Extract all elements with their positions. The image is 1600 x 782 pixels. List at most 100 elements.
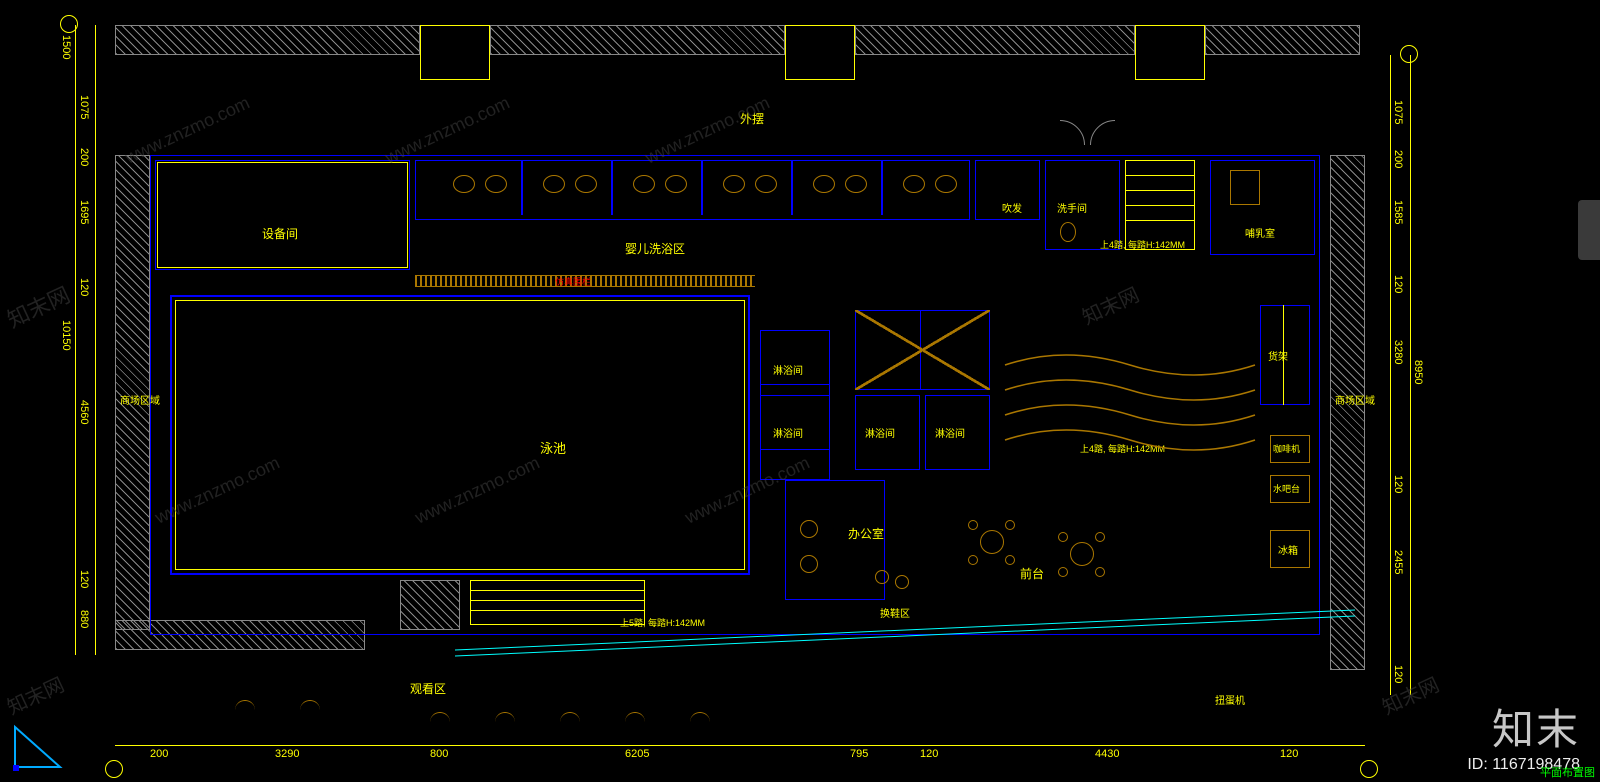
label-nursing: 哺乳室 xyxy=(1245,225,1275,240)
label-viewing: 观看区 xyxy=(410,680,446,697)
basin-div-5 xyxy=(881,160,883,215)
grid-bubble-bl xyxy=(105,760,123,778)
chair-1c xyxy=(968,555,978,565)
green-footer: 平面布置图 xyxy=(1540,764,1595,780)
label-coffee: 咖啡机 xyxy=(1273,442,1300,455)
dim-l-880: 880 xyxy=(78,610,90,628)
hatch-top-right xyxy=(1205,25,1360,55)
basin-11 xyxy=(903,175,925,193)
brand-logo: 知末 xyxy=(1492,696,1580,757)
label-shower1: 淋浴间 xyxy=(773,362,803,377)
basin-4 xyxy=(575,175,597,193)
basin-10 xyxy=(845,175,867,193)
label-shower4: 淋浴间 xyxy=(935,425,965,440)
dim-b-200: 200 xyxy=(150,748,168,760)
dim-l-4560: 4560 xyxy=(78,400,90,424)
label-reception: 前台 xyxy=(1020,565,1044,582)
ucs-icon xyxy=(10,717,70,772)
nursing-fixture xyxy=(1230,170,1260,205)
label-fence: 仿真围栏 xyxy=(555,275,591,288)
dim-b-795: 795 xyxy=(850,748,868,760)
wavy-shelves xyxy=(1000,340,1260,470)
side-tab[interactable] xyxy=(1578,200,1600,260)
dim-r-120c: 120 xyxy=(1392,665,1404,683)
dim-l-1075: 1075 xyxy=(78,95,90,119)
view-chair-2 xyxy=(300,700,320,720)
column-top-2 xyxy=(785,25,855,80)
label-office: 办公室 xyxy=(848,525,884,542)
chair-2a xyxy=(1058,532,1068,542)
dim-right-line-2 xyxy=(1410,55,1411,695)
office-chair-2 xyxy=(800,555,818,573)
label-gashapon: 扭蛋机 xyxy=(1215,692,1245,707)
grid-bubble-tr xyxy=(1400,45,1418,63)
chair-1a xyxy=(968,520,978,530)
basin-div-1 xyxy=(521,160,523,215)
stairs-bottom xyxy=(470,580,645,625)
dim-b-3290: 3290 xyxy=(275,748,299,760)
label-shower3: 淋浴间 xyxy=(865,425,895,440)
basin-1 xyxy=(453,175,475,193)
dim-b-120: 120 xyxy=(920,748,938,760)
view-chair-1 xyxy=(235,700,255,720)
dim-l-10150: 10150 xyxy=(60,320,72,351)
column-top-3 xyxy=(1135,25,1205,80)
grid-bubble-br xyxy=(1360,760,1378,778)
watermark-cn-4: 知末网 xyxy=(2,669,69,721)
dim-l-1500: 1500 xyxy=(60,35,72,59)
label-washroom: 洗手间 xyxy=(1057,200,1087,215)
view-chair-7 xyxy=(690,712,710,732)
basin-12 xyxy=(935,175,957,193)
dim-r-3280: 3280 xyxy=(1392,340,1404,364)
shower-2 xyxy=(760,395,830,450)
equip-room-y xyxy=(157,162,408,268)
shoe-seat-1 xyxy=(875,570,889,584)
table-1 xyxy=(980,530,1004,554)
dim-r-120: 120 xyxy=(1392,275,1404,293)
view-chair-6 xyxy=(625,712,645,732)
basin-div-3 xyxy=(701,160,703,215)
label-fridge: 冰箱 xyxy=(1278,542,1298,557)
basin-div-2 xyxy=(611,160,613,215)
dim-r-1585: 1585 xyxy=(1392,200,1404,224)
shoe-seat-2 xyxy=(895,575,909,589)
nursing-room xyxy=(1210,160,1315,255)
basin-8 xyxy=(755,175,777,193)
label-exterior: 外摆 xyxy=(740,110,764,127)
chair-2d xyxy=(1095,567,1105,577)
label-pool: 泳池 xyxy=(540,438,566,457)
label-stair2: 上5踏, 每踏H:142MM xyxy=(620,616,705,629)
label-shelf: 货架 xyxy=(1268,348,1288,363)
basin-3 xyxy=(543,175,565,193)
label-equipment: 设备间 xyxy=(262,225,298,242)
dim-b-4430: 4430 xyxy=(1095,748,1119,760)
basin-div-4 xyxy=(791,160,793,215)
grid-bubble-tl xyxy=(60,15,78,33)
dim-r-200: 200 xyxy=(1392,150,1404,168)
chair-2b xyxy=(1095,532,1105,542)
dim-bot-line xyxy=(115,745,1365,746)
dim-r-8950: 8950 xyxy=(1412,360,1424,384)
chair-1d xyxy=(1005,555,1015,565)
chair-2c xyxy=(1058,567,1068,577)
dim-l-120b: 120 xyxy=(78,570,90,588)
label-baby-bath: 婴儿洗浴区 xyxy=(625,240,685,257)
label-stair1: 上4踏, 每踏H:142MM xyxy=(1100,238,1185,251)
view-chair-5 xyxy=(560,712,580,732)
hatch-top-left xyxy=(115,25,420,55)
dim-r-2455: 2455 xyxy=(1392,550,1404,574)
label-hairdry: 吹发 xyxy=(1002,200,1022,215)
dim-l-1695: 1695 xyxy=(78,200,90,224)
cad-floorplan: 设备间 婴儿洗浴区 吹发 洗手间 上4踏, 每踏H:142MM 哺乳室 仿真围栏… xyxy=(0,0,1600,782)
table-2 xyxy=(1070,542,1094,566)
pool-inner xyxy=(175,300,745,570)
basin-9 xyxy=(813,175,835,193)
dim-b-120b: 120 xyxy=(1280,748,1298,760)
chair-1b xyxy=(1005,520,1015,530)
label-shower2: 淋浴间 xyxy=(773,425,803,440)
dim-right-line xyxy=(1390,55,1391,695)
dim-r-1075: 1075 xyxy=(1392,100,1404,124)
toilet-fixture xyxy=(1060,222,1076,242)
view-chair-4 xyxy=(495,712,515,732)
dim-left-line-2 xyxy=(95,25,96,655)
